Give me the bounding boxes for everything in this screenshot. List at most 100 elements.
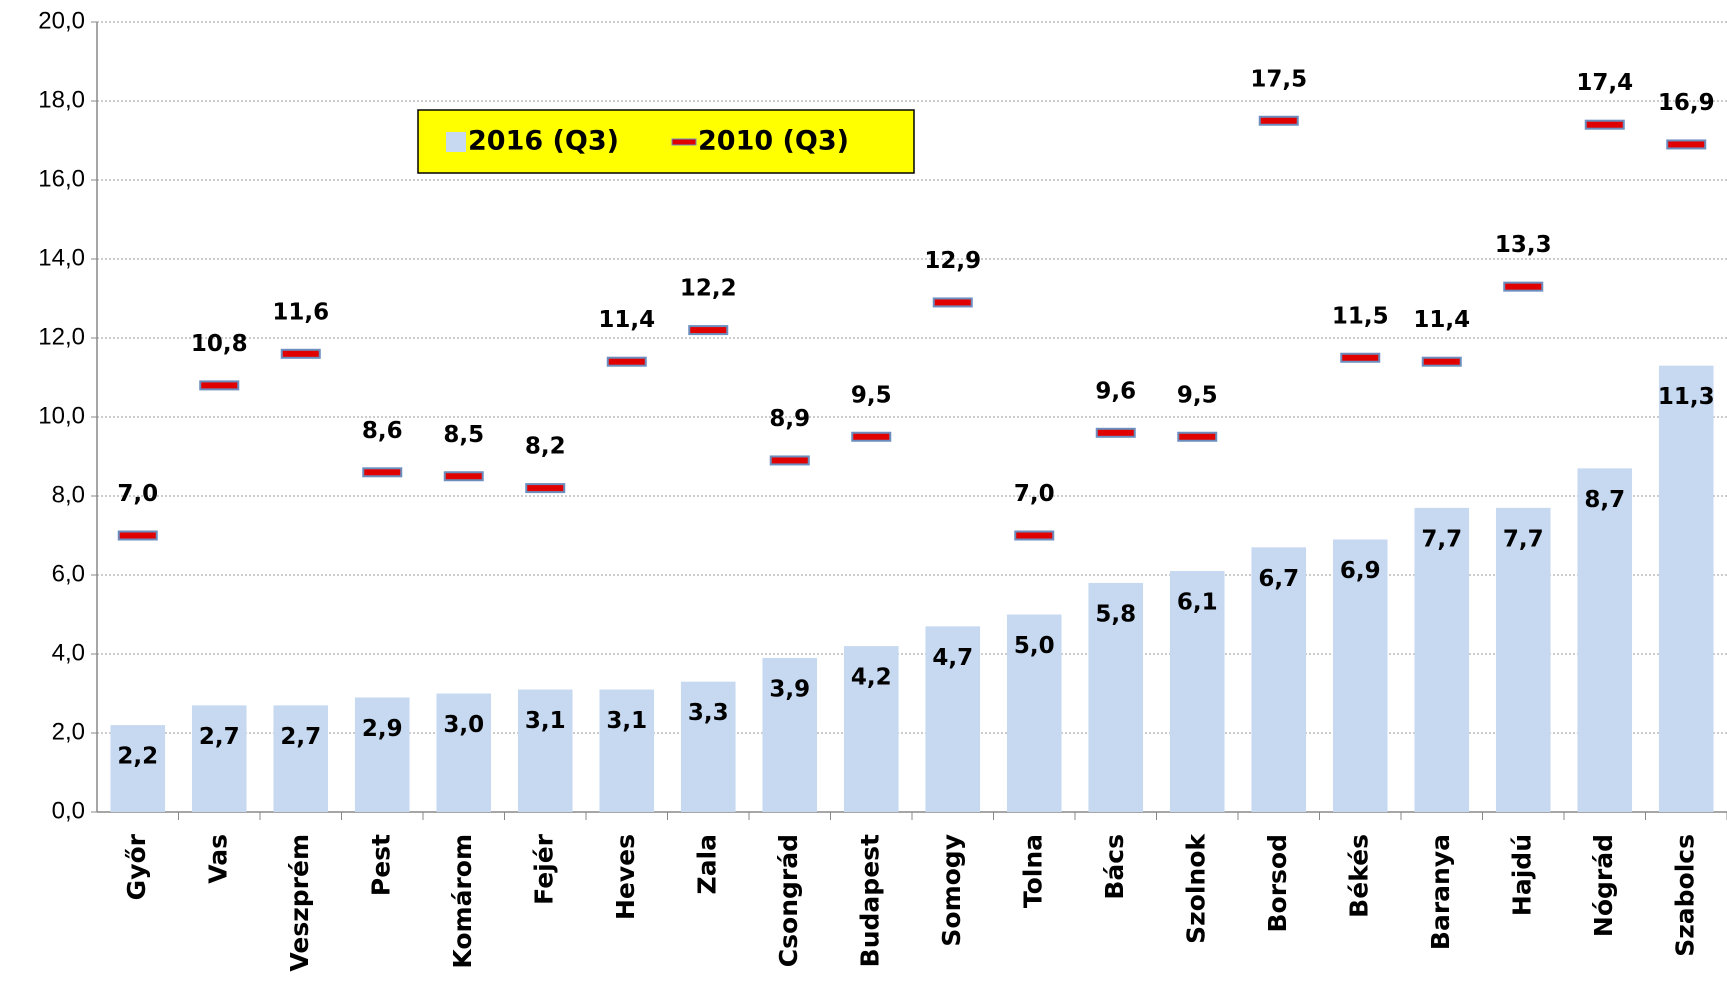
bar — [925, 626, 981, 812]
bar-value-label: 3,9 — [769, 676, 810, 702]
marker-value-label: 8,2 — [525, 434, 566, 460]
x-tick-label: Nógrád — [1589, 834, 1618, 937]
bar-value-label: 6,9 — [1340, 558, 1381, 584]
y-tick-label: 0,0 — [52, 797, 85, 824]
marker-value-label: 8,5 — [443, 422, 484, 448]
x-tick-label: Vas — [203, 834, 232, 884]
marker-value-label: 9,6 — [1095, 378, 1136, 404]
y-tick-label: 20,0 — [38, 7, 85, 34]
x-tick-label: Komárom — [448, 834, 477, 969]
y-tick-label: 12,0 — [38, 323, 85, 350]
marker-value-label: 12,2 — [680, 276, 737, 302]
bar-value-label: 6,7 — [1258, 566, 1299, 592]
bar — [1658, 365, 1714, 812]
marker — [525, 483, 566, 494]
legend-box — [417, 109, 915, 174]
bar-value-label: 2,2 — [117, 744, 158, 770]
marker-value-label: 7,0 — [117, 481, 158, 507]
marker-value-label: 8,6 — [362, 418, 403, 444]
bar — [843, 646, 899, 812]
marker-value-label: 16,9 — [1658, 90, 1715, 116]
bar-value-label: 6,1 — [1177, 590, 1218, 616]
marker — [606, 356, 647, 367]
bar — [1495, 507, 1551, 812]
marker — [932, 297, 973, 308]
bar-value-label: 2,7 — [199, 724, 240, 750]
bar — [599, 689, 655, 812]
marker-value-label: 17,4 — [1576, 70, 1633, 96]
marker-value-label: 9,5 — [851, 382, 892, 408]
bar — [1169, 571, 1225, 812]
bar — [273, 705, 329, 812]
y-tick-label: 14,0 — [38, 244, 85, 271]
bar — [1088, 582, 1144, 812]
legend-label: 2016 (Q3) — [468, 126, 619, 157]
bar — [1414, 507, 1470, 812]
bar-value-label: 3,1 — [525, 708, 566, 734]
marker-value-label: 11,5 — [1332, 303, 1389, 329]
marker — [1014, 530, 1055, 541]
marker — [1584, 119, 1625, 130]
marker — [1177, 431, 1218, 442]
bar-value-label: 5,0 — [1014, 633, 1055, 659]
bar — [110, 725, 166, 812]
legend-swatch — [671, 138, 697, 146]
bar — [1332, 539, 1388, 812]
bar-value-label: 7,7 — [1421, 526, 1462, 552]
y-tick-label: 4,0 — [52, 639, 85, 666]
marker — [199, 380, 240, 391]
y-tick-label: 2,0 — [52, 718, 85, 745]
x-tick-label: Zala — [692, 834, 721, 894]
marker — [1421, 356, 1462, 367]
bar — [1251, 547, 1307, 812]
bar — [354, 697, 410, 812]
marker-value-label: 11,4 — [1413, 307, 1470, 333]
marker-value-label: 8,9 — [769, 406, 810, 432]
bar — [680, 681, 736, 812]
bar-value-label: 7,7 — [1503, 526, 1544, 552]
y-tick-label: 10,0 — [38, 402, 85, 429]
marker — [443, 471, 484, 482]
x-tick-label: Békés — [1344, 834, 1373, 918]
bar — [191, 705, 247, 812]
marker-value-label: 7,0 — [1014, 481, 1055, 507]
bar-value-label: 3,0 — [443, 712, 484, 738]
bar — [517, 689, 573, 812]
x-tick-label: Baranya — [1426, 834, 1455, 950]
bar-value-label: 5,8 — [1095, 601, 1136, 627]
x-tick-label: Budapest — [855, 834, 884, 967]
marker-value-label: 10,8 — [191, 331, 248, 357]
x-tick-label: Szolnok — [1181, 833, 1210, 944]
marker-value-label: 11,4 — [598, 307, 655, 333]
marker — [1503, 281, 1544, 292]
legend-swatch — [446, 132, 466, 152]
marker-value-label: 17,5 — [1250, 66, 1307, 92]
bar-value-label: 4,2 — [851, 665, 892, 691]
bar-value-label: 4,7 — [932, 645, 973, 671]
marker — [851, 431, 892, 442]
x-tick-label: Borsod — [1263, 834, 1292, 933]
marker-value-label: 13,3 — [1495, 232, 1552, 258]
bar-value-label: 11,3 — [1658, 384, 1715, 410]
bar-value-label: 3,3 — [688, 700, 729, 726]
bar-value-label: 8,7 — [1584, 487, 1625, 513]
marker-value-label: 9,5 — [1177, 382, 1218, 408]
x-tick-label: Győr — [122, 833, 151, 900]
marker — [1095, 427, 1136, 438]
bar — [1577, 468, 1633, 812]
marker — [1340, 352, 1381, 363]
x-tick-label: Tolna — [1018, 834, 1047, 908]
marker — [1258, 115, 1299, 126]
y-tick-label: 18,0 — [38, 86, 85, 113]
marker — [117, 530, 158, 541]
marker — [280, 348, 321, 359]
x-tick-label: Veszprém — [285, 834, 314, 972]
bar — [436, 693, 492, 812]
x-tick-label: Pest — [366, 834, 395, 896]
y-tick-label: 16,0 — [38, 165, 85, 192]
x-tick-label: Hajdú — [1507, 834, 1536, 916]
bar-value-label: 3,1 — [606, 708, 647, 734]
y-tick-label: 6,0 — [52, 560, 85, 587]
bar — [1006, 614, 1062, 812]
